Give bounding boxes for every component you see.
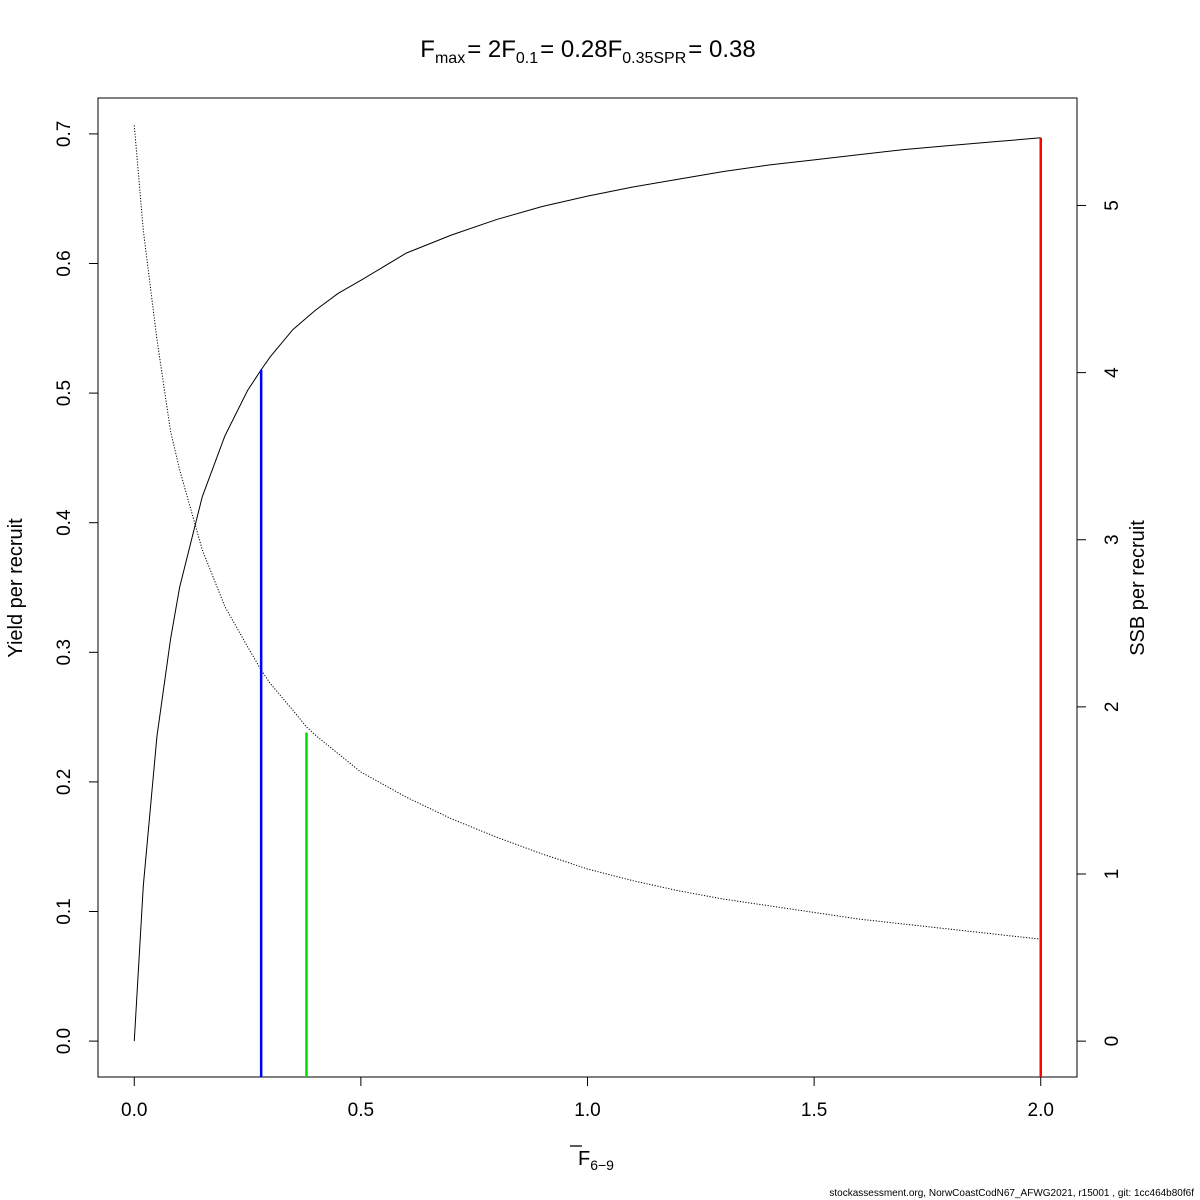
title-fmax-sub: max	[435, 50, 465, 67]
title-fmax-value: = 2	[467, 36, 501, 63]
title-f01-value: = 0.28	[540, 36, 607, 63]
x-tick-label: 2.0	[1028, 1100, 1054, 1121]
ssb-per-recruit-line	[133, 125, 1041, 940]
x-axis-label-sub: 6−9	[590, 1157, 614, 1173]
y-axis-left-label: Yield per recruit	[5, 518, 27, 658]
yield-per-recruit-line	[133, 137, 1041, 1042]
y-left-tick-label: 0.3	[54, 639, 75, 665]
y-right-tick-label: 4	[1102, 367, 1123, 378]
x-axis-label: F6−9	[578, 1148, 614, 1173]
y-axis-right-label: SSB per recruit	[1127, 520, 1149, 656]
x-axis: 0.0 0.5 1.0 1.5 2.0	[121, 1077, 1054, 1121]
y-axis-left: 0.0 0.1 0.2 0.3 0.4 0.5 0.6 0.7	[54, 121, 98, 1054]
title-fspr-sub: 0.35SPR	[622, 50, 686, 67]
y-right-tick-label: 0	[1102, 1036, 1123, 1047]
y-right-tick-label: 3	[1102, 534, 1123, 545]
x-axis-label-main: F	[578, 1148, 590, 1170]
y-left-tick-label: 0.2	[54, 769, 75, 795]
reference-lines	[259, 137, 1042, 1077]
x-tick-label: 1.5	[801, 1100, 827, 1121]
y-right-tick-label: 5	[1102, 200, 1123, 211]
y-left-tick-label: 0.6	[54, 250, 75, 276]
y-right-tick-label: 2	[1102, 702, 1123, 713]
title-fspr-label: F	[608, 36, 623, 63]
x-tick-label: 1.0	[574, 1100, 600, 1121]
title-fmax-label: F	[420, 36, 435, 63]
y-left-tick-label: 0.0	[54, 1028, 75, 1054]
title-fspr-value: = 0.38	[688, 36, 755, 63]
y-left-tick-label: 0.1	[54, 898, 75, 924]
series-layer	[133, 125, 1041, 1042]
title-f01-sub: 0.1	[516, 50, 538, 67]
plot-frame	[97, 97, 1078, 1078]
x-tick-label: 0.0	[121, 1100, 147, 1121]
chart-title: Fmax= 2F0.1= 0.28F0.35SPR= 0.38	[420, 36, 755, 67]
title-f01-label: F	[501, 36, 516, 63]
y-axis-right: 0 1 2 3 4 5	[1077, 200, 1123, 1046]
footer-text: stockassessment.org, NorwCoastCodN67_AFW…	[829, 1188, 1194, 1199]
y-left-tick-label: 0.5	[54, 380, 75, 406]
y-left-tick-label: 0.4	[54, 509, 75, 536]
y-left-tick-label: 0.7	[54, 121, 75, 147]
x-tick-label: 0.5	[348, 1100, 374, 1121]
y-right-tick-label: 1	[1102, 869, 1123, 880]
